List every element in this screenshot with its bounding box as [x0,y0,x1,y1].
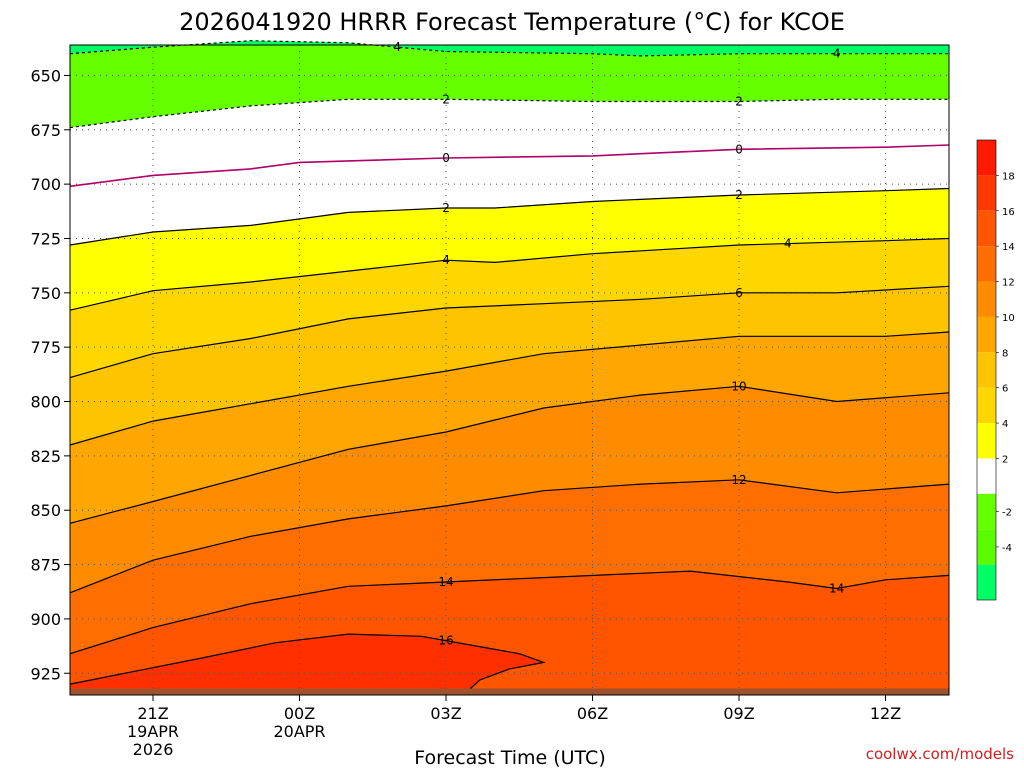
isotherm-label: 16 [438,634,453,648]
isotherm-labels: 4 4 2 2 0 0 2 2 4 4 6 10 12 14 14 16 [393,40,844,648]
colorbar-label: 12 [1002,278,1015,289]
x-tick-label: 12Z [870,704,901,723]
ground-layer [70,688,949,695]
isotherm-line-8 [69,331,950,446]
isotherm-label: 2 [442,201,450,215]
isotherm-line-2 [69,187,950,246]
colorbar-label: -4 [1002,543,1012,554]
colorbar-label: 4 [1002,419,1008,430]
isotherm-label: 14 [829,581,844,595]
ground-surface [70,688,949,695]
x-tick-date: 19APR [127,722,179,741]
colorbar-segment [977,210,996,247]
y-tick-label: 800 [30,393,61,412]
colorbar-segment [977,175,996,211]
isotherm-line-10 [69,385,950,524]
isotherm-label: 0 [735,142,743,156]
grid-lines [70,45,949,695]
x-tick-date: 20APR [273,722,325,741]
y-tick-label: 650 [30,66,61,85]
colorbar-label: 10 [1002,313,1015,324]
temperature-fills [70,40,949,695]
x-tick-label: 00Z [284,704,315,723]
isotherm-label: 12 [731,473,746,487]
colorbar-segment [977,564,996,600]
isotherm-label: 4 [393,40,401,54]
plot-frame [69,44,950,696]
colorbar-segment [977,458,996,494]
isotherm-line-16 [69,633,546,689]
isotherm-label: 2 [735,95,743,109]
colorbar-segment [977,387,996,424]
isotherm-label: 6 [735,286,743,300]
colorbar-label: 16 [1002,207,1015,218]
y-tick-label: 775 [30,338,61,357]
x-tick-label: 06Z [577,704,608,723]
y-tick-label: 925 [30,664,61,683]
fill-band-above-16 [70,634,544,695]
colorbar-segment [977,246,996,282]
isotherm-label: 10 [731,379,746,393]
colorbar-segment [977,423,996,459]
y-tick-label: 825 [30,447,61,466]
isotherm-label: 2 [442,92,450,106]
x-tick-year: 2026 [133,740,174,759]
isotherm-lines [69,40,950,689]
y-tick-label: 875 [30,556,61,575]
isotherm-line-6 [69,285,950,379]
colorbar-segment [977,140,996,176]
colorbar-segment [977,352,996,388]
y-tick-label: 700 [30,175,61,194]
isotherm-label: 0 [442,151,450,165]
colorbar-label: 6 [1002,384,1008,395]
isotherm-label: 14 [438,575,453,589]
isotherm-label: 4 [784,237,792,251]
y-tick-label: 725 [30,229,61,248]
x-tick-label: 21Z [137,704,168,723]
isotherm-line-0 [69,144,950,188]
y-tick-label: 750 [30,284,61,303]
x-tick-label: 09Z [723,704,754,723]
colorbar: 18 16 14 12 10 8 6 4 2 -2 -4 [976,139,1015,601]
x-axis-label: Forecast Time (UTC) [414,747,605,768]
colorbar-segment [977,316,996,353]
fill-band-minus4-minus2 [70,45,949,128]
colorbar-label: 18 [1002,171,1015,182]
chart-title: 2026041920 HRRR Forecast Temperature (°C… [179,8,845,36]
colorbar-segment [977,493,996,530]
isotherm-line-14 [69,570,950,655]
isotherm-label: 4 [442,253,450,267]
colorbar-frame [976,139,997,601]
colorbar-label: 14 [1002,242,1015,253]
isotherm-line-minus2 [69,98,949,129]
credit-text: coolwx.com/models [866,745,1014,763]
isotherm-label: 4 [833,47,841,61]
x-tick-label: 03Z [430,704,461,723]
y-tick-label: 850 [30,501,61,520]
colorbar-label: 8 [1002,348,1008,359]
colorbar-segment [977,281,996,317]
y-axis: 650 675 700 725 750 775 800 825 850 875 900 925 [30,66,70,683]
colorbar-segment [977,529,996,565]
isotherm-label: 2 [735,188,743,202]
colorbar-label: -2 [1002,508,1012,519]
colorbar-label: 2 [1002,454,1008,465]
isotherm-line-12 [69,479,950,594]
isotherm-line-4 [69,237,950,311]
y-tick-label: 900 [30,610,61,629]
y-tick-label: 675 [30,121,61,140]
isotherm-line-minus4 [69,40,949,57]
